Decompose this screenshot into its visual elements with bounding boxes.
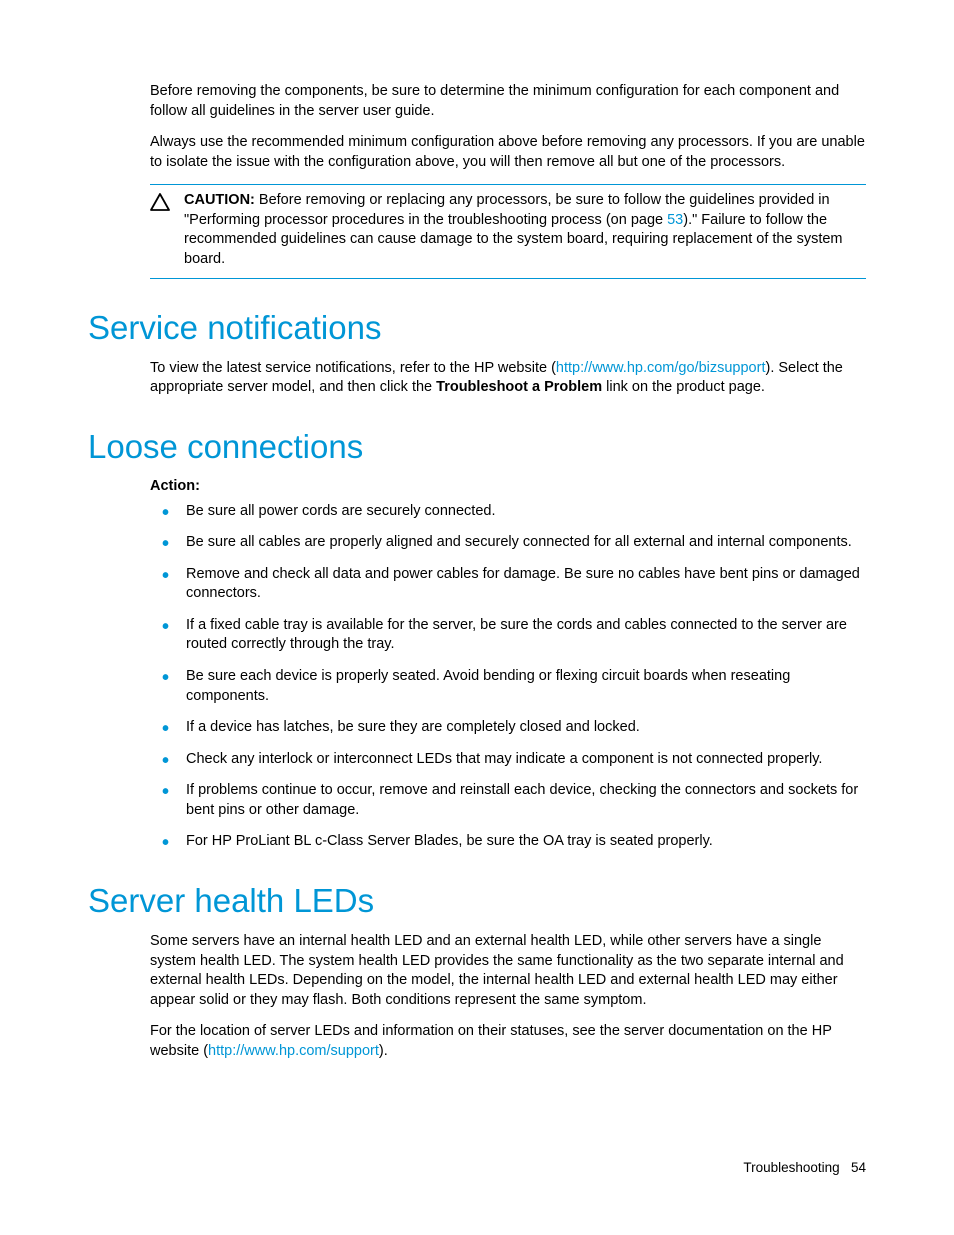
intro-para-1: Before removing the components, be sure …	[150, 82, 866, 121]
heading-server-health-leds: Server health LEDs	[88, 882, 866, 920]
list-item: Remove and check all data and power cabl…	[150, 565, 866, 604]
list-item: Be sure all power cords are securely con…	[150, 502, 866, 522]
action-label-text: Action	[150, 478, 195, 494]
intro-para-2: Always use the recommended minimum confi…	[150, 133, 866, 172]
action-label: Action:	[150, 478, 866, 494]
heading-loose-connections: Loose connections	[88, 428, 866, 466]
sn-text-end: link on the product page.	[602, 379, 765, 395]
page-footer: Troubleshooting 54	[743, 1160, 866, 1175]
page-link-53[interactable]: 53	[667, 212, 683, 228]
action-colon: :	[195, 478, 200, 494]
list-item: Check any interlock or interconnect LEDs…	[150, 750, 866, 770]
shl-para2: For the location of server LEDs and info…	[150, 1022, 866, 1061]
list-item: If a device has latches, be sure they ar…	[150, 718, 866, 738]
list-item: Be sure all cables are properly aligned …	[150, 533, 866, 553]
shl-url-link[interactable]: http://www.hp.com/support	[208, 1043, 379, 1059]
list-item: If problems continue to occur, remove an…	[150, 781, 866, 820]
shl-para1: Some servers have an internal health LED…	[150, 932, 866, 1010]
shl-para2-after: ).	[379, 1043, 388, 1059]
caution-box: CAUTION: Before removing or replacing an…	[150, 184, 866, 278]
caution-icon	[150, 193, 170, 216]
sn-url-link[interactable]: http://www.hp.com/go/bizsupport	[556, 360, 766, 376]
list-item: If a fixed cable tray is available for t…	[150, 616, 866, 655]
footer-section: Troubleshooting	[743, 1160, 839, 1175]
list-item: For HP ProLiant BL c-Class Server Blades…	[150, 832, 866, 852]
loose-connections-list: Be sure all power cords are securely con…	[150, 502, 866, 852]
list-item: Be sure each device is properly seated. …	[150, 667, 866, 706]
sn-text-before: To view the latest service notifications…	[150, 360, 556, 376]
caution-text: CAUTION: Before removing or replacing an…	[184, 191, 866, 269]
heading-service-notifications: Service notifications	[88, 309, 866, 347]
footer-page-number: 54	[851, 1160, 866, 1175]
caution-label: CAUTION:	[184, 192, 255, 208]
service-notifications-para: To view the latest service notifications…	[150, 359, 866, 398]
sn-bold: Troubleshoot a Problem	[436, 379, 602, 395]
